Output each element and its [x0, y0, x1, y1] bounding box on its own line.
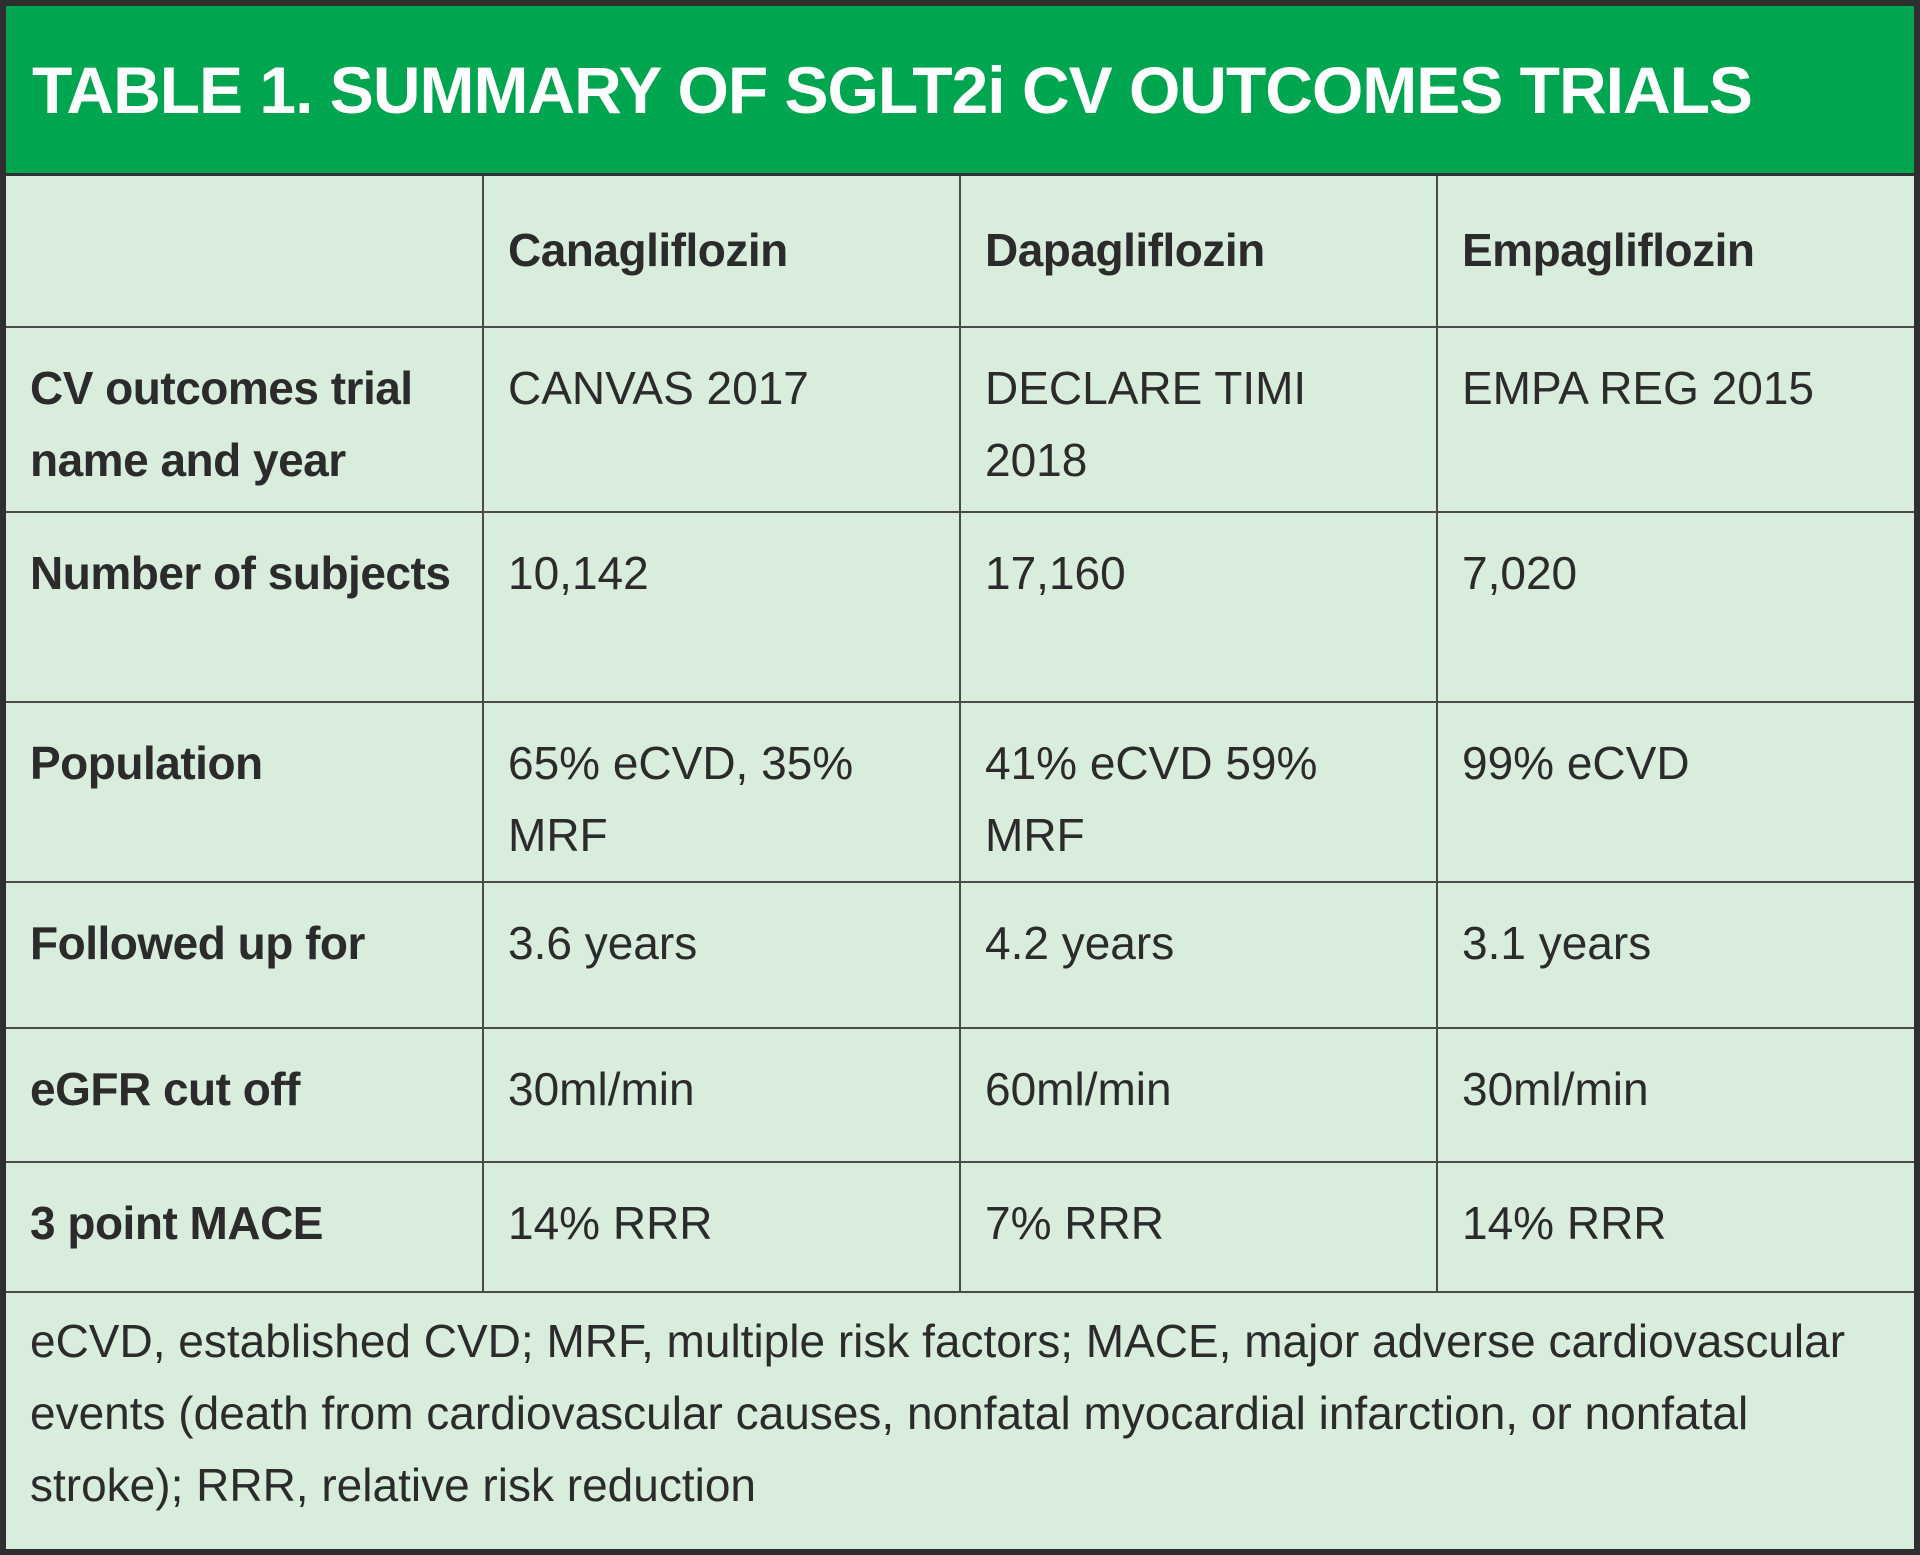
table-cell: 65% eCVD, 35% MRF — [483, 702, 961, 883]
table-cell: 60ml/min — [960, 1028, 1438, 1163]
table-cell: DECLARE TIMI 2018 — [960, 327, 1438, 513]
table-cell: 30ml/min — [1437, 1028, 1914, 1163]
table-cell: 7% RRR — [960, 1162, 1438, 1293]
row-label: Population — [6, 702, 484, 883]
table-cell: 30ml/min — [483, 1028, 961, 1163]
row-label: Number of subjects — [6, 512, 484, 703]
row-label: eGFR cut off — [6, 1028, 484, 1163]
column-header-canagliflozin: Canagliflozin — [483, 176, 961, 328]
table-row: eGFR cut off 30ml/min 60ml/min 30ml/min — [6, 1028, 1914, 1163]
table-cell: 4.2 years — [960, 882, 1438, 1029]
table-cell: 17,160 — [960, 512, 1438, 703]
table-cell: 41% eCVD 59% MRF — [960, 702, 1438, 883]
table-footnote: eCVD, established CVD; MRF, multiple ris… — [30, 1315, 1846, 1511]
table-title: TABLE 1. SUMMARY OF SGLT2i CV OUTCOMES T… — [32, 52, 1753, 127]
table-cell: 14% RRR — [1437, 1162, 1914, 1293]
corner-cell — [6, 176, 484, 328]
table-cell: CANVAS 2017 — [483, 327, 961, 513]
table-row: Population 65% eCVD, 35% MRF 41% eCVD 59… — [6, 702, 1914, 883]
table-row: CV outcomes trial name and year CANVAS 2… — [6, 327, 1914, 513]
row-label: CV outcomes trial name and year — [6, 327, 484, 513]
table-cell: EMPA REG 2015 — [1437, 327, 1914, 513]
row-label: Followed up for — [6, 882, 484, 1029]
table-cell: 10,142 — [483, 512, 961, 703]
row-label: 3 point MACE — [6, 1162, 484, 1293]
table-cell: 7,020 — [1437, 512, 1914, 703]
column-header-empagliflozin: Empagliflozin — [1437, 176, 1914, 328]
table-row: Number of subjects 10,142 17,160 7,020 — [6, 512, 1914, 703]
trials-table: Canagliflozin Dapagliflozin Empagliflozi… — [6, 176, 1914, 1293]
table-cell: 14% RRR — [483, 1162, 961, 1293]
table-header-row: Canagliflozin Dapagliflozin Empagliflozi… — [6, 176, 1914, 328]
table-cell: 3.1 years — [1437, 882, 1914, 1029]
title-bar: TABLE 1. SUMMARY OF SGLT2i CV OUTCOMES T… — [6, 6, 1914, 176]
table-row: Followed up for 3.6 years 4.2 years 3.1 … — [6, 882, 1914, 1029]
table-cell: 3.6 years — [483, 882, 961, 1029]
table-cell: 99% eCVD — [1437, 702, 1914, 883]
column-header-dapagliflozin: Dapagliflozin — [960, 176, 1438, 328]
table-row: 3 point MACE 14% RRR 7% RRR 14% RRR — [6, 1162, 1914, 1293]
